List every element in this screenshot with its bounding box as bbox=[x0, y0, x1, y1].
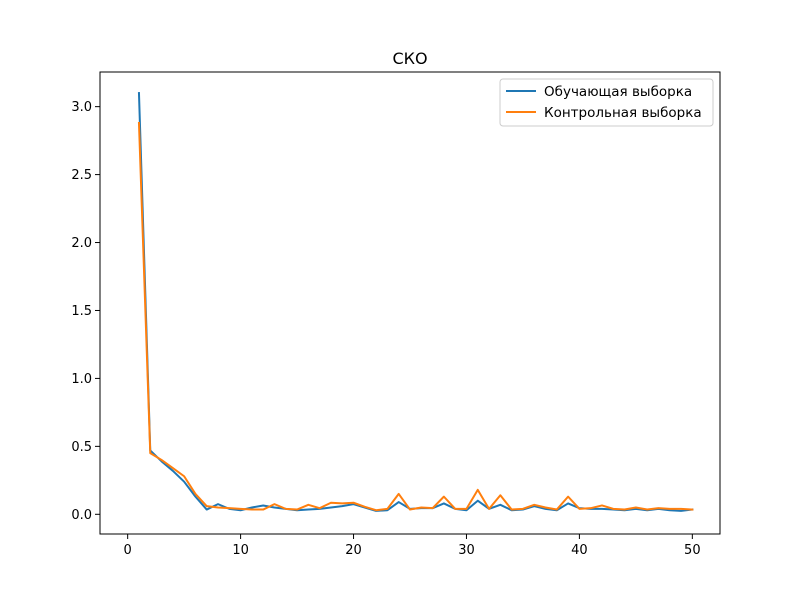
legend-label-train: Обучающая выборка bbox=[544, 84, 692, 100]
axes: 0 10 20 30 40 50 0.0 0.5 1.0 1.5 2.0 2.5 3.0 bbox=[71, 100, 700, 558]
legend-box bbox=[499, 78, 714, 127]
legend-label-control: Контрольная выборка bbox=[544, 105, 702, 121]
x-tick-label: 20 bbox=[345, 543, 362, 558]
chart-title: СКО bbox=[392, 49, 427, 68]
y-tick-label: 2.5 bbox=[71, 168, 92, 183]
y-tick-label: 0.5 bbox=[71, 440, 92, 455]
series-line-control bbox=[137, 121, 694, 512]
y-tick-label: 1.5 bbox=[71, 304, 92, 319]
x-tick-label: 40 bbox=[571, 543, 588, 558]
x-tick-label: 0 bbox=[124, 543, 132, 558]
x-tick-label: 50 bbox=[684, 543, 701, 558]
x-tick-label: 10 bbox=[232, 543, 249, 558]
axes-frame bbox=[99, 71, 721, 535]
x-tick-label: 30 bbox=[458, 543, 475, 558]
y-tick-label: 2.0 bbox=[71, 236, 92, 251]
y-tick-label: 1.0 bbox=[71, 372, 92, 387]
y-tick-label: 3.0 bbox=[71, 100, 92, 115]
plot-area bbox=[137, 92, 694, 512]
legend: Обучающая выборка Контрольная выборка bbox=[499, 78, 714, 127]
y-tick-label: 0.0 bbox=[71, 508, 92, 523]
